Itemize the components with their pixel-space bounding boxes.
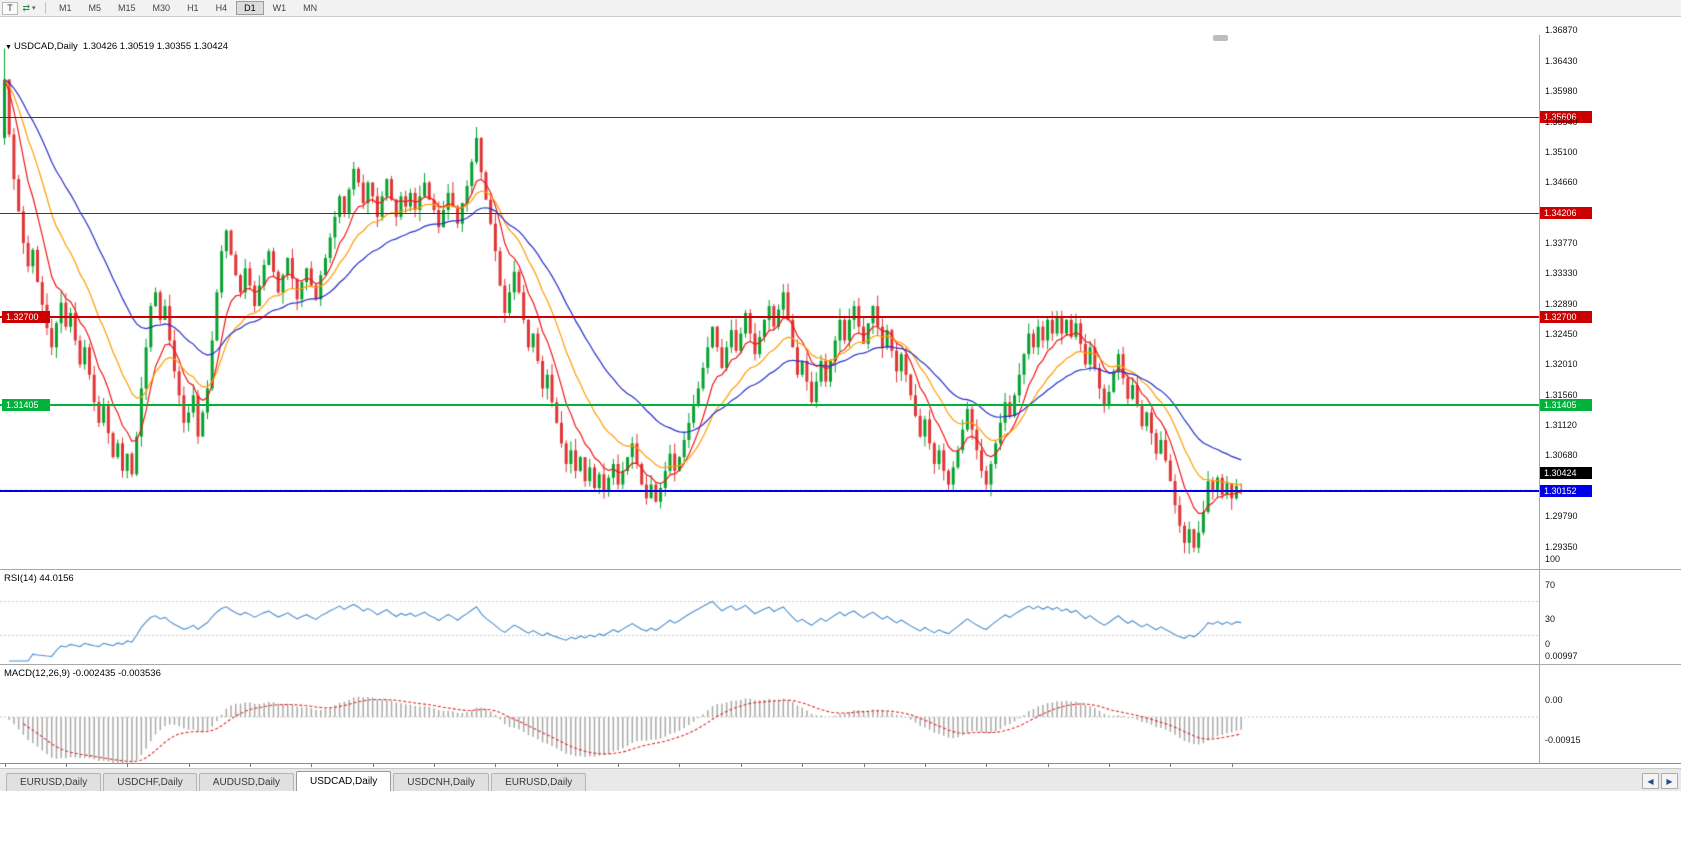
- horizontal-line-1.32700[interactable]: [0, 315, 1539, 318]
- toolbar-separator: [45, 2, 46, 14]
- chart-region: 1.35606 1.34206 1.32700 1.32700 1.31405 1.314…: [0, 17, 1681, 783]
- chart-tab-eurusd-daily-5[interactable]: EURUSD,Daily: [491, 773, 587, 791]
- price-axis-tick: 1.32010: [1545, 358, 1578, 369]
- timeframe-button-mn[interactable]: MN: [303, 3, 318, 13]
- chart-tab-usdchf-daily-1[interactable]: USDCHF,Daily: [103, 773, 197, 791]
- price-axis-tick: 1.36870: [1545, 25, 1578, 36]
- date-tick-mark: [249, 764, 251, 767]
- price-axis-tick: 1.29790: [1545, 511, 1578, 522]
- date-tick-mark: [434, 764, 436, 767]
- price-axis-tick: 1.33770: [1545, 238, 1578, 249]
- date-tick-mark: [863, 764, 865, 767]
- date-tick-mark: [495, 764, 497, 767]
- date-tick-mark: [372, 764, 374, 767]
- date-tick-mark: [1108, 764, 1110, 767]
- price-axis-tick: 1.32450: [1545, 328, 1578, 339]
- rsi-indicator-label: RSI(14) 44.0156: [4, 573, 74, 584]
- price-axis-border: [1539, 35, 1540, 763]
- macd-axis-label-0.00997: 0.00997: [1545, 651, 1578, 661]
- price-line-label-1.31405: 1.31405: [1540, 399, 1592, 412]
- price-axis-tick: 1.30680: [1545, 450, 1578, 461]
- price-axis-tick: 1.35540: [1545, 116, 1578, 127]
- chart-tab-eurusd-daily-0[interactable]: EURUSD,Daily: [6, 773, 102, 791]
- date-tick-mark: [618, 764, 620, 767]
- tabs-scroll-right-button[interactable]: ▶: [1661, 773, 1678, 789]
- tabs-scroll-left-button[interactable]: ◀: [1642, 773, 1659, 789]
- candlestick-chart-canvas[interactable]: [0, 35, 1539, 569]
- macd-indicator-canvas[interactable]: [0, 665, 1539, 763]
- timeframe-button-d1[interactable]: D1: [236, 1, 264, 15]
- rsi-axis-label-70: 70: [1545, 579, 1556, 590]
- timeframe-button-w1[interactable]: W1: [272, 3, 287, 13]
- price-line-label-1.32700: 1.32700: [1540, 310, 1592, 323]
- t-tool-button[interactable]: T: [2, 1, 18, 15]
- rsi-axis-label-30: 30: [1545, 613, 1556, 624]
- collapse-triangle-icon[interactable]: ▼: [5, 44, 12, 51]
- price-line-label-1.30152: 1.30152: [1540, 485, 1592, 498]
- date-tick-mark: [127, 764, 129, 767]
- price-line-label-1.34206: 1.34206: [1540, 207, 1592, 220]
- date-tick-mark: [740, 764, 742, 767]
- timeframe-button-m15[interactable]: M15: [118, 3, 136, 13]
- price-line-label-1.35606: 1.35606: [1540, 111, 1592, 124]
- chart-tabs-bar: EURUSD,Daily USDCHF,Daily AUDUSD,Daily USDC…: [0, 768, 1681, 791]
- timeframe-button-h1[interactable]: H1: [187, 3, 199, 13]
- current-price-label: 1.30424: [1540, 466, 1592, 479]
- price-axis-tick: 1.33330: [1545, 268, 1578, 279]
- horizontal-line-1.30152[interactable]: [0, 490, 1539, 493]
- macd-axis-label--0.00915: -0.00915: [1545, 735, 1581, 746]
- date-tick-mark: [1047, 764, 1049, 767]
- symbol-cycle-button[interactable]: ⇄ ▾: [21, 2, 37, 15]
- price-axis-tick: 1.34660: [1545, 177, 1578, 188]
- date-tick-mark: [1170, 764, 1172, 767]
- panel-splitter-rsi[interactable]: [0, 569, 1681, 570]
- chart-title: ▼ USDCAD,Daily 1.30426 1.30519 1.30355 1.3…: [5, 41, 228, 52]
- price-axis-tick: 1.32890: [1545, 298, 1578, 309]
- chart-tab-usdcnh-daily-4[interactable]: USDCNH,Daily: [393, 773, 490, 791]
- date-tick-mark: [1231, 764, 1233, 767]
- horizontal-line-1.35606[interactable]: [0, 116, 1539, 118]
- chart-ohlc-values: 1.30426 1.30519 1.30355 1.30424: [82, 41, 229, 52]
- date-tick-mark: [556, 764, 558, 767]
- cycle-arrows-icon: ⇄: [22, 2, 31, 13]
- timeframe-buttons: M1 M5 M15 M30 H1 H4 D1 W1 MN: [51, 1, 326, 15]
- price-line-left-label-1.31405: 1.31405: [2, 399, 50, 412]
- date-tick-mark: [311, 764, 313, 767]
- chart-tab-usdcad-daily-3[interactable]: USDCAD,Daily: [296, 771, 392, 791]
- horizontal-line-1.31405[interactable]: [0, 404, 1539, 407]
- horizontal-line-1.34206[interactable]: [0, 212, 1539, 214]
- timeframe-button-h4[interactable]: H4: [215, 3, 228, 13]
- timeframe-button-m5[interactable]: M5: [88, 3, 102, 13]
- date-tick-mark: [924, 764, 926, 767]
- date-tick-mark: [65, 764, 67, 767]
- timeframe-button-m30[interactable]: M30: [152, 3, 171, 13]
- date-tick-mark: [4, 764, 6, 767]
- macd-indicator-label: MACD(12,26,9) -0.002435 -0.003536: [4, 668, 161, 679]
- rsi-axis-label-0: 0: [1545, 639, 1551, 649]
- price-axis-tick: 1.36430: [1545, 55, 1578, 66]
- dropdown-caret-icon: ▾: [32, 5, 36, 12]
- chart-tabs: EURUSD,Daily USDCHF,Daily AUDUSD,Daily USDC…: [6, 771, 588, 791]
- chart-symbol-label: USDCAD,Daily: [13, 41, 78, 52]
- chart-shift-marker[interactable]: [1213, 35, 1228, 41]
- rsi-axis-label-100: 100: [1545, 554, 1561, 564]
- tab-navigation: ◀ ▶: [1640, 773, 1678, 789]
- date-tick-mark: [802, 764, 804, 767]
- price-axis-tick: 1.31560: [1545, 389, 1578, 400]
- chart-tab-audusd-daily-2[interactable]: AUDUSD,Daily: [198, 773, 295, 791]
- date-tick-mark: [188, 764, 190, 767]
- timeframe-button-m1[interactable]: M1: [59, 3, 72, 13]
- price-axis-tick: 1.35100: [1545, 146, 1578, 157]
- price-axis-tick: 1.31120: [1545, 420, 1577, 431]
- price-axis-tick: 1.29350: [1545, 541, 1578, 552]
- timeframe-toolbar: T ⇄ ▾ M1 M5 M15 M30 H1 H4 D1 W1 MN: [0, 0, 1681, 17]
- rsi-indicator-canvas[interactable]: [0, 570, 1539, 664]
- date-tick-mark: [986, 764, 988, 767]
- price-line-left-label-1.32700: 1.32700: [2, 310, 50, 323]
- macd-axis-label-0.00: 0.00: [1545, 695, 1563, 705]
- price-axis-tick: 1.35980: [1545, 86, 1578, 97]
- date-tick-mark: [679, 764, 681, 767]
- panel-splitter-macd[interactable]: [0, 664, 1681, 665]
